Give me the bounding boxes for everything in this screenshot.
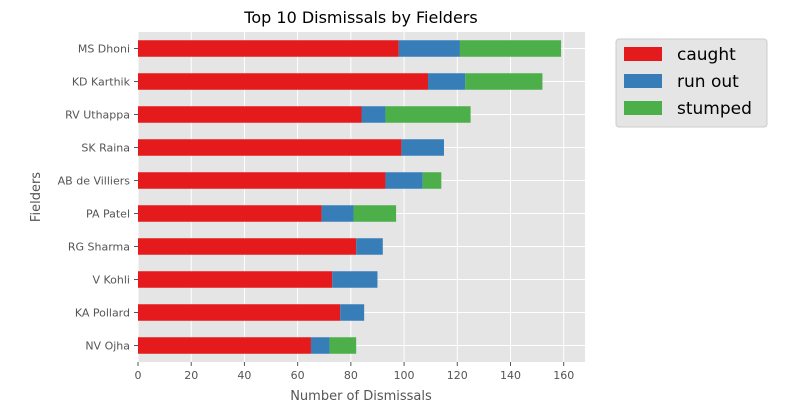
bar-caught xyxy=(138,337,311,354)
x-axis-label: Number of Dismissals xyxy=(290,389,432,404)
bar-caught xyxy=(138,139,402,156)
bar-stumped xyxy=(459,40,562,57)
y-tick-label: NV Ojha xyxy=(85,340,130,353)
bar-caught xyxy=(138,73,429,90)
y-tick-label: MS Dhoni xyxy=(78,43,130,56)
bar-caught xyxy=(138,205,322,222)
legend-items: caught run out stumped xyxy=(624,45,752,119)
y-tick-label: KA Pollard xyxy=(75,307,130,320)
legend-swatch xyxy=(624,101,662,115)
bar-caught xyxy=(138,40,399,57)
bar-run-out xyxy=(361,106,386,123)
x-tick-label: 20 xyxy=(184,369,198,382)
y-tick-label: SK Raina xyxy=(81,142,130,155)
bar-run-out xyxy=(401,139,444,156)
x-tick-label: 60 xyxy=(291,369,305,382)
legend-swatch xyxy=(624,47,662,61)
legend: caught run out stumped xyxy=(615,38,768,128)
x-tick-label: 100 xyxy=(394,369,415,382)
bar-stumped xyxy=(422,172,442,189)
bar-run-out xyxy=(340,304,365,321)
bar-run-out xyxy=(310,337,330,354)
bar-stumped xyxy=(329,337,357,354)
bar-stumped xyxy=(385,106,471,123)
x-tick-label: 140 xyxy=(500,369,521,382)
chart-title: Top 10 Dismissals by Fielders xyxy=(243,8,477,27)
y-axis-label: Fielders xyxy=(29,172,44,222)
y-tick-label: AB de Villiers xyxy=(58,175,131,188)
y-tick-label: RV Uthappa xyxy=(65,109,130,122)
bar-caught xyxy=(138,106,362,123)
bar-run-out xyxy=(356,238,383,255)
bar-run-out xyxy=(321,205,354,222)
bar-run-out xyxy=(332,271,378,288)
y-tick-label: V Kohli xyxy=(92,274,130,287)
bar-stumped xyxy=(465,73,543,90)
y-tick-labels: MS Dhoni KD Karthik RV Uthappa SK Raina AB d… xyxy=(58,43,138,353)
bar-caught xyxy=(138,172,386,189)
legend-label: run out xyxy=(677,72,739,92)
bar-run-out xyxy=(398,40,460,57)
y-tick-label: KD Karthik xyxy=(72,76,131,89)
x-tick-label: 0 xyxy=(135,369,142,382)
bar-caught xyxy=(138,304,341,321)
legend-label: stumped xyxy=(677,99,752,119)
x-tick-label: 120 xyxy=(447,369,468,382)
bar-run-out xyxy=(428,73,466,90)
x-tick-label: 80 xyxy=(344,369,358,382)
y-tick-label: PA Patel xyxy=(86,208,130,221)
bar-caught xyxy=(138,271,333,288)
legend-swatch xyxy=(624,74,662,88)
legend-label: caught xyxy=(677,45,736,65)
bar-caught xyxy=(138,238,357,255)
x-tick-labels: 0 20 40 60 80 100 120 140 160 xyxy=(135,362,574,382)
bar-stumped xyxy=(353,205,397,222)
bars xyxy=(138,40,562,354)
x-tick-label: 40 xyxy=(237,369,251,382)
bar-run-out xyxy=(385,172,423,189)
x-tick-label: 160 xyxy=(553,369,574,382)
y-tick-label: RG Sharma xyxy=(68,241,130,254)
